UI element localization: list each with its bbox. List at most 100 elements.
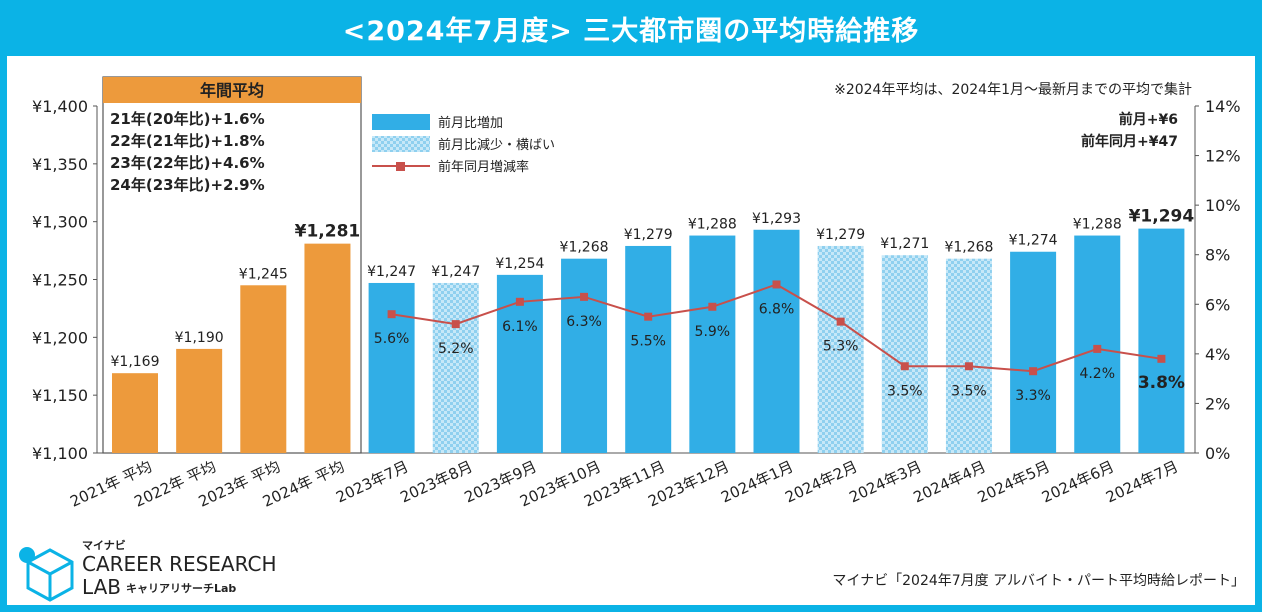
bar-8 bbox=[561, 258, 608, 453]
bar-value-label: ¥1,281 bbox=[295, 222, 361, 242]
yoy-rate-point bbox=[900, 362, 909, 371]
yoy-rate-point bbox=[1093, 344, 1102, 353]
yoy-rate-label: 3.5% bbox=[887, 383, 923, 399]
yoy-rate-label: 5.6% bbox=[374, 331, 410, 347]
x-tick-label: 2024年2月 bbox=[782, 457, 860, 506]
x-tick-label: 2024年4月 bbox=[911, 457, 989, 506]
yoy-rate-label: 5.3% bbox=[823, 339, 859, 355]
bar-5 bbox=[368, 282, 415, 453]
y2-tick-label: 10% bbox=[1205, 196, 1241, 215]
bar-9 bbox=[625, 245, 672, 453]
yoy-rate-point bbox=[836, 317, 845, 326]
logo-line1: CAREER RESEARCH bbox=[82, 552, 277, 576]
yoy-rate-label: 6.1% bbox=[502, 319, 538, 335]
summary-prev-month: 前月+¥6 bbox=[1119, 111, 1178, 128]
y-tick-label: ¥1,100 bbox=[32, 444, 88, 463]
logo-top: マイナビ bbox=[82, 538, 126, 552]
legend-line-marker bbox=[396, 162, 405, 171]
y2-tick-label: 8% bbox=[1205, 246, 1230, 265]
bar-15 bbox=[1010, 251, 1057, 453]
legend-label-line: 前年同月増減率 bbox=[438, 159, 529, 175]
annual-note-1: 21年(20年比)+1.6% bbox=[110, 110, 265, 128]
yoy-rate-label: 6.3% bbox=[566, 314, 602, 330]
x-tick-label: 2023年7月 bbox=[333, 457, 411, 506]
bar-2 bbox=[176, 348, 223, 453]
bar-value-label: ¥1,247 bbox=[431, 264, 480, 280]
yoy-rate-point bbox=[515, 297, 524, 306]
y2-tick-label: 0% bbox=[1205, 444, 1230, 463]
bar-12 bbox=[817, 245, 864, 453]
bar-16 bbox=[1074, 235, 1121, 453]
yoy-rate-label: 3.8% bbox=[1138, 373, 1185, 393]
yoy-rate-point bbox=[580, 292, 589, 301]
logo-cube-edge-icon bbox=[27, 560, 73, 576]
yoy-rate-point bbox=[708, 302, 717, 311]
bar-value-label: ¥1,268 bbox=[560, 240, 609, 256]
bar-value-label: ¥1,279 bbox=[816, 227, 865, 243]
x-tick-label: 2024年6月 bbox=[1039, 457, 1117, 506]
legend-label-increase: 前月比増加 bbox=[438, 115, 503, 131]
y-tick-label: ¥1,200 bbox=[32, 328, 88, 347]
yoy-rate-point bbox=[964, 362, 973, 371]
chart-title: <2024年7月度> 三大都市圏の平均時給推移 bbox=[0, 0, 1262, 56]
yoy-rate-point bbox=[1157, 354, 1166, 363]
yoy-rate-point bbox=[451, 320, 460, 329]
bar-17 bbox=[1138, 228, 1185, 453]
aggregation-note: ※2024年平均は、2024年1月～最新月までの平均で集計 bbox=[834, 81, 1192, 98]
bar-value-label: ¥1,254 bbox=[495, 256, 544, 272]
yoy-rate-label: 3.3% bbox=[1015, 388, 1051, 404]
yoy-rate-label: 4.2% bbox=[1079, 366, 1115, 382]
logo-line2: LAB bbox=[82, 575, 121, 599]
bar-1 bbox=[112, 373, 158, 453]
yoy-rate-point bbox=[387, 310, 396, 319]
x-tick-label: 2024年7月 bbox=[1103, 457, 1181, 506]
bar-value-label: ¥1,169 bbox=[111, 354, 160, 370]
summary-prev-year: 前年同月+¥47 bbox=[1081, 133, 1178, 150]
bar-6 bbox=[432, 282, 479, 453]
bar-value-label: ¥1,268 bbox=[944, 240, 993, 256]
y-tick-label: ¥1,150 bbox=[32, 386, 88, 405]
logo: マイナビ CAREER RESEARCH LAB キャリアリサーチLab bbox=[19, 538, 277, 602]
annual-note-4: 24年(23年比)+2.9% bbox=[110, 176, 265, 194]
bar-value-label: ¥1,293 bbox=[752, 211, 801, 227]
bar-value-label: ¥1,247 bbox=[367, 264, 416, 280]
y2-tick-label: 12% bbox=[1205, 147, 1241, 166]
yoy-rate-label: 5.5% bbox=[630, 334, 666, 350]
bar-10 bbox=[689, 235, 736, 453]
annual-header: 年間平均 bbox=[200, 81, 264, 100]
annual-note-2: 22年(21年比)+1.8% bbox=[110, 132, 265, 150]
bar-4 bbox=[304, 243, 351, 453]
bar-value-label: ¥1,294 bbox=[1129, 207, 1195, 227]
yoy-rate-label: 5.9% bbox=[695, 324, 731, 340]
x-tick-label: 2024年3月 bbox=[846, 457, 924, 506]
bar-value-label: ¥1,279 bbox=[624, 227, 673, 243]
yoy-rate-point bbox=[1029, 367, 1038, 376]
bar-value-label: ¥1,274 bbox=[1009, 233, 1058, 249]
x-tick-label: 2024年5月 bbox=[975, 457, 1053, 506]
bar-value-label: ¥1,190 bbox=[175, 330, 224, 346]
y2-tick-label: 14% bbox=[1205, 97, 1241, 116]
logo-sub: キャリアリサーチLab bbox=[126, 582, 236, 595]
bar-value-label: ¥1,271 bbox=[880, 236, 929, 252]
yoy-rate-point bbox=[772, 280, 781, 289]
x-tick-label: 2023年8月 bbox=[397, 457, 475, 506]
y-tick-label: ¥1,400 bbox=[32, 97, 88, 116]
bar-3 bbox=[240, 285, 287, 453]
bar-14 bbox=[945, 258, 992, 453]
source-note: マイナビ「2024年7月度 アルバイト・パート平均時給レポート」 bbox=[832, 573, 1245, 589]
annual-note-3: 23年(22年比)+4.6% bbox=[110, 154, 265, 172]
bar-value-label: ¥1,245 bbox=[239, 266, 288, 282]
x-tick-label: 2024年1月 bbox=[718, 457, 796, 506]
bar-11 bbox=[753, 229, 800, 453]
y-tick-label: ¥1,300 bbox=[32, 213, 88, 232]
y-tick-label: ¥1,250 bbox=[32, 271, 88, 290]
yoy-rate-label: 6.8% bbox=[759, 301, 795, 317]
legend-swatch-increase bbox=[372, 114, 430, 130]
annual-header-bg bbox=[103, 77, 361, 103]
bar-value-label: ¥1,288 bbox=[1073, 217, 1122, 233]
y2-tick-label: 4% bbox=[1205, 345, 1230, 364]
y-tick-label: ¥1,350 bbox=[32, 155, 88, 174]
bar-13 bbox=[881, 255, 928, 453]
yoy-rate-label: 3.5% bbox=[951, 383, 987, 399]
